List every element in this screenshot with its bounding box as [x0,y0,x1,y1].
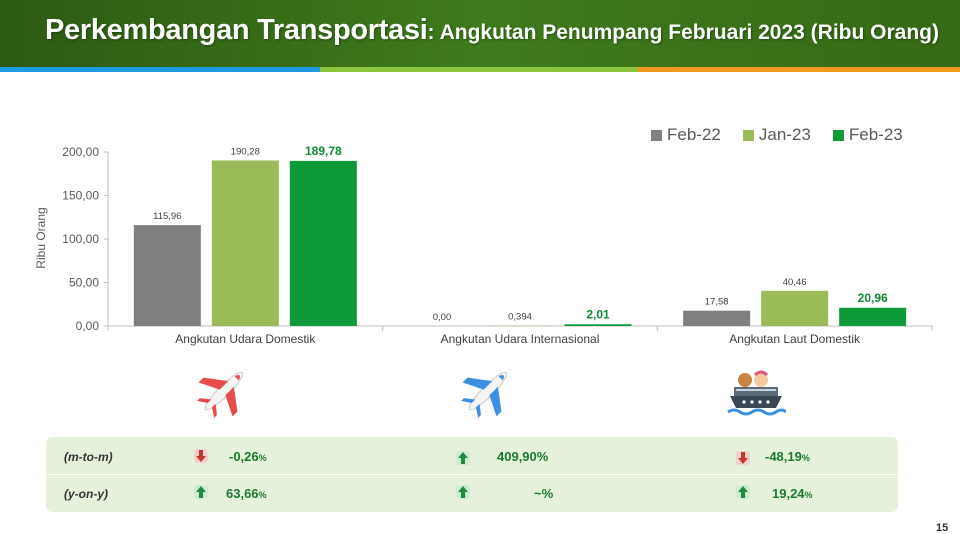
yoy-laut-domestik-value: 19,24 [772,486,805,501]
legend-item-feb23: Feb-23 [832,125,903,145]
title-banner: Perkembangan Transportasi: Angkutan Penu… [0,0,960,67]
yoy-udara-domestik-unit: % [258,490,267,500]
mtom-laut-domestik-value: -48,19 [765,449,802,464]
page-title: Perkembangan Transportasi: Angkutan Penu… [45,14,939,47]
legend-swatch-feb23 [832,129,844,141]
y-tick-label: 200,00 [62,145,99,159]
bar-value-label: 40,46 [783,277,807,288]
bar [761,290,829,326]
bar-value-label: 17,58 [705,297,729,308]
x-tick-label: Angkutan Udara Internasional [441,332,600,346]
x-tick-label: Angkutan Udara Domestik [175,332,316,346]
bar-labels: 115,96 190,28 189,78 0,00 0,394 2,01 17,58 40,4… [153,144,888,323]
y-axis-title: Ribu Orang [34,207,48,268]
arrow-up-icon [456,451,470,465]
yoy-laut-domestik-unit: % [804,490,813,500]
mtom-udara-domestik-value: -0,26 [229,449,259,464]
yoy-udara-internasional-value: ~% [534,486,554,501]
growth-table: (m-to-m) (y-on-y) -0,26% 409,90% -48,19%… [46,437,898,512]
airplane-international-icon [458,363,518,419]
y-axis: 0,00 50,00 100,00 150,00 200,00 [62,145,109,333]
x-tick-label: Angkutan Laut Domestik [729,332,861,346]
chart-legend: Feb-22 Jan-23 Feb-23 [651,125,903,145]
mtom-udara-internasional: 409,90% [497,449,548,464]
legend-item-jan23: Jan-23 [742,125,811,145]
yoy-udara-domestik-value: 63,66 [226,486,259,501]
bar [289,160,357,326]
legend-label-feb22: Feb-22 [667,125,721,144]
legend-swatch-jan23 [742,129,754,141]
row-label-yoy: (y-on-y) [64,487,108,501]
arrow-down-icon [736,451,750,465]
arrow-up-icon [456,485,470,499]
x-axis: Angkutan Udara Domestik Angkutan Udara In… [107,325,933,346]
page-title-main: Perkembangan Transportasi [45,14,428,46]
row-label-mtom: (m-to-m) [64,450,113,464]
page-title-sub: : Angkutan Penumpang Februari 2023 (Ribu… [427,21,939,44]
bar-value-label: 2,01 [586,307,610,321]
mtom-udara-internasional-value: 409,90% [497,449,549,464]
stripe-orange [638,67,960,72]
bar-value-label: 189,78 [305,144,342,158]
arrow-down-icon [194,449,208,463]
y-tick-label: 50,00 [69,276,99,290]
y-tick-label: 100,00 [62,232,99,246]
yoy-udara-internasional: ~% [534,486,553,501]
bar [133,225,201,326]
arrow-up-icon [736,485,750,499]
y-tick-label: 150,00 [62,189,99,203]
legend-label-jan23: Jan-23 [758,125,811,144]
bar-value-label: 0,00 [433,312,452,323]
legend-swatch-feb22 [651,129,662,141]
mtom-laut-domestik-unit: % [801,453,810,463]
bar-value-label: 0,394 [508,312,532,323]
yoy-udara-domestik: 63,66% [226,486,267,501]
bar [839,307,907,326]
page-number: 15 [936,522,949,534]
stripe-blue [0,67,320,72]
bar-value-label: 20,96 [858,291,888,305]
y-tick-label: 0,00 [76,319,100,333]
arrow-up-icon [194,485,208,499]
bar [564,324,632,326]
bar [683,310,751,326]
bars [133,160,907,326]
legend-item-feb22: Feb-22 [651,125,721,145]
bar [211,160,279,326]
bar-value-label: 115,96 [153,211,181,222]
stripe-green [320,67,638,72]
yoy-laut-domestik: 19,24% [772,486,813,501]
passenger-ship-icon [726,363,788,419]
legend-label-feb23: Feb-23 [848,125,903,144]
mtom-udara-domestik: -0,26% [229,449,267,464]
mtom-udara-domestik-unit: % [258,453,267,463]
airplane-domestic-icon [194,363,254,419]
bar-value-label: 190,28 [231,146,260,157]
mtom-laut-domestik: -48,19% [765,449,810,464]
table-divider [46,474,898,475]
